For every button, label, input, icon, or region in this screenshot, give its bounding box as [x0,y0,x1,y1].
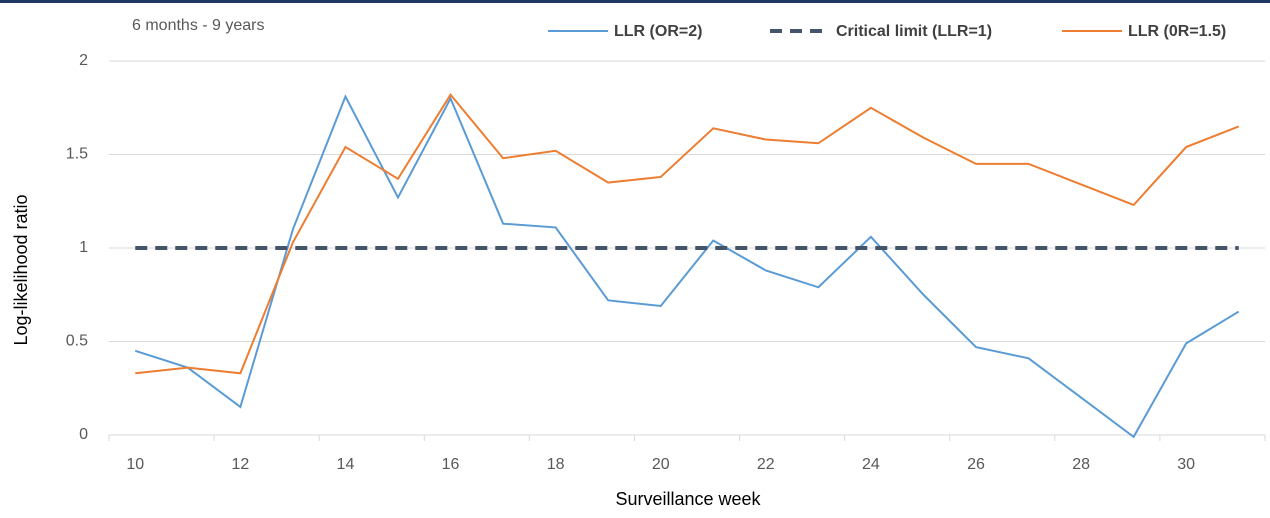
y-tick-label: 0 [79,426,88,443]
legend-label: LLR (OR=2) [614,23,702,40]
legend-label: LLR (0R=1.5) [1128,23,1226,40]
x-tick-label: 26 [967,456,985,473]
series-line [135,92,1240,375]
x-tick-label: 14 [337,456,355,473]
x-tick-label: 10 [126,456,144,473]
annotation: 6 months - 9 years [132,17,265,34]
series-line [134,94,1240,439]
y-tick-label: 2 [79,52,88,69]
x-tick-label: 24 [862,456,880,473]
x-axis-label: Surveillance week [615,489,761,509]
x-tick-label: 16 [442,456,460,473]
y-tick-label: 0.5 [66,333,88,350]
legend-label: Critical limit (LLR=1) [836,23,992,40]
y-tick-label: 1 [79,239,88,256]
y-tick-label: 1.5 [66,146,88,163]
x-tick-label: 30 [1177,456,1195,473]
x-tick-label: 22 [757,456,775,473]
x-tick-label: 20 [652,456,670,473]
y-axis-label: Log-likelihood ratio [11,194,31,345]
x-tick-label: 12 [231,456,249,473]
x-tick-label: 28 [1072,456,1090,473]
x-tick-label: 18 [547,456,565,473]
top-border [0,0,1270,3]
